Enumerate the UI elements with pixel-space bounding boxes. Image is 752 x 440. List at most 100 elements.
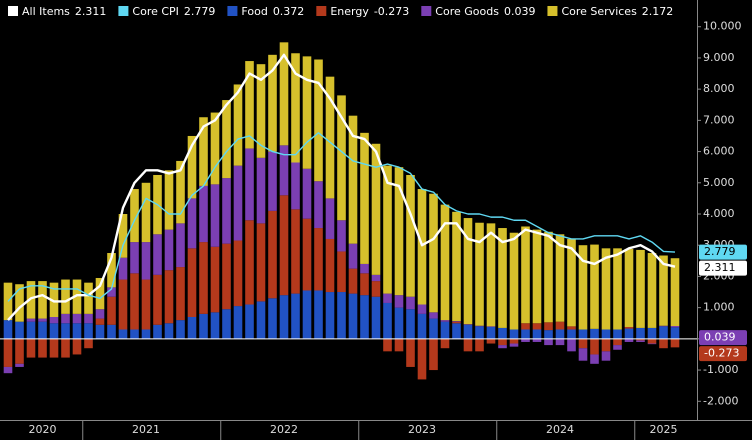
bar xyxy=(95,324,105,339)
bar xyxy=(636,249,645,328)
bar xyxy=(107,287,116,297)
bar xyxy=(555,329,565,339)
bar xyxy=(498,228,507,328)
bar xyxy=(578,348,588,361)
bar xyxy=(291,293,300,339)
bar xyxy=(452,321,461,322)
bar xyxy=(348,243,358,269)
bar xyxy=(210,312,220,339)
bar xyxy=(314,228,323,291)
x-tick-label: 2022 xyxy=(270,423,298,436)
bar xyxy=(49,338,59,358)
bar xyxy=(15,363,24,367)
bar xyxy=(348,268,358,294)
bar xyxy=(463,218,473,325)
bar xyxy=(279,195,289,296)
bar xyxy=(555,234,565,322)
bar xyxy=(130,273,139,330)
bar xyxy=(578,245,588,330)
legend-value: 0.039 xyxy=(504,5,536,18)
bar xyxy=(210,112,220,185)
bar xyxy=(61,338,70,358)
bar xyxy=(199,313,208,339)
bar xyxy=(475,222,484,326)
bar xyxy=(509,232,519,330)
bar xyxy=(567,338,576,352)
year-separators xyxy=(82,420,636,440)
bar xyxy=(176,320,185,339)
bar xyxy=(463,324,473,325)
bar xyxy=(440,204,450,321)
bar xyxy=(291,162,300,210)
bar xyxy=(141,279,151,330)
bar xyxy=(26,318,36,322)
bar xyxy=(38,318,47,322)
bar xyxy=(130,329,139,339)
legend-label: Food xyxy=(241,5,267,18)
bar xyxy=(647,253,657,328)
bar xyxy=(555,338,565,346)
bar xyxy=(509,329,519,339)
bar xyxy=(406,309,415,339)
bar xyxy=(647,327,657,339)
y-tick-label: -1.000 xyxy=(703,363,738,376)
y-tick-label: 1.000 xyxy=(703,301,735,314)
legend-value: 2.172 xyxy=(642,5,674,18)
bar xyxy=(509,343,519,347)
y-tick-label: 10.000 xyxy=(703,20,742,33)
bar xyxy=(475,338,484,352)
bar xyxy=(521,226,530,324)
bar xyxy=(222,243,231,310)
bar xyxy=(383,338,392,352)
bar xyxy=(49,282,59,317)
bar xyxy=(590,338,599,355)
bar xyxy=(567,329,576,339)
bar xyxy=(187,317,197,339)
bar xyxy=(360,273,369,296)
last-value-bg xyxy=(699,260,747,276)
bar xyxy=(153,234,162,275)
bar xyxy=(95,309,105,319)
bar xyxy=(348,115,358,244)
bar xyxy=(107,296,116,325)
bar xyxy=(337,292,346,339)
bar xyxy=(647,338,657,344)
bar xyxy=(279,145,289,196)
legend-swatch xyxy=(547,6,558,16)
bar xyxy=(429,318,438,339)
bar xyxy=(245,220,254,305)
legend-label: Core Services xyxy=(561,5,637,18)
line xyxy=(7,53,676,321)
bar xyxy=(118,214,128,258)
bar xyxy=(498,338,507,346)
bar xyxy=(417,304,427,314)
bar xyxy=(26,321,36,339)
bar xyxy=(314,181,323,229)
bar xyxy=(544,338,553,346)
bar xyxy=(222,178,231,244)
x-tick-label: 2023 xyxy=(408,423,436,436)
bar xyxy=(314,59,323,182)
legend-swatch xyxy=(227,6,238,16)
last-value-box: 2.779 xyxy=(699,244,747,260)
legend-value: 2.311 xyxy=(75,5,107,18)
bar xyxy=(15,284,24,322)
bar xyxy=(532,338,542,342)
bar xyxy=(636,340,645,342)
bar xyxy=(72,338,82,355)
bar xyxy=(394,307,404,339)
bar xyxy=(371,296,381,339)
bar xyxy=(406,338,415,367)
y-tick-label: 6.000 xyxy=(703,145,735,158)
bar xyxy=(486,326,496,339)
bar xyxy=(233,165,243,241)
bar xyxy=(348,293,358,339)
bar xyxy=(3,366,13,374)
last-value-box: 2.311 xyxy=(699,260,747,276)
bar xyxy=(245,304,254,339)
x-tick-label: 2024 xyxy=(546,423,574,436)
bar xyxy=(38,321,47,339)
bar xyxy=(176,160,185,224)
last-value-box: -0.273 xyxy=(699,346,747,362)
bar xyxy=(486,326,496,327)
